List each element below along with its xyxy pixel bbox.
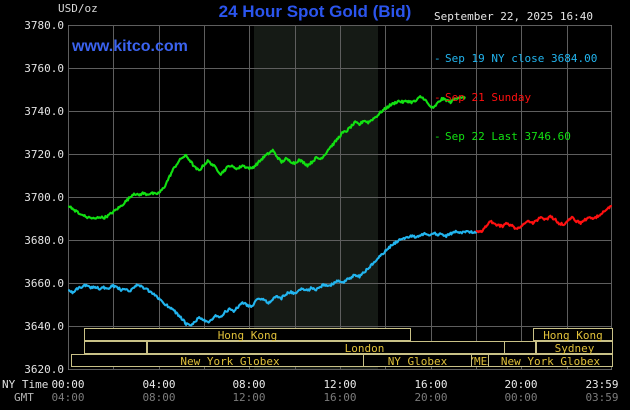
gridline-v <box>68 26 69 369</box>
y-axis-unit-label: USD/oz <box>58 2 98 15</box>
series-line-sep19 <box>68 229 478 327</box>
y-tick-label: 3620.0 <box>24 363 64 376</box>
session-bar-sydney: Sydney <box>536 341 613 355</box>
y-tick-label: 3680.0 <box>24 234 64 247</box>
series-line-sep22 <box>68 95 466 220</box>
x-tick-label-gmt: 08:00 <box>142 391 176 404</box>
legend-item-sep19: - Sep 19 NY close 3684.00 <box>434 52 597 65</box>
session-bar-new-york-globex-right: New York Globex <box>488 354 613 368</box>
gridline-h <box>69 197 611 198</box>
gridline-h <box>69 283 611 284</box>
gridline-h <box>69 369 611 370</box>
session-bar-london: London <box>147 341 582 355</box>
x-tick-label-gmt: 04:00 <box>51 391 85 404</box>
legend-marker-icon: - <box>434 52 441 65</box>
x-tick-label-ny: 00:00 <box>51 378 85 391</box>
y-tick-label: 3700.0 <box>24 191 64 204</box>
gridline-h <box>69 154 611 155</box>
session-label: New York Globex <box>180 355 280 368</box>
series-line-sep21 <box>475 205 612 234</box>
gridline-h <box>69 326 611 327</box>
session-label: Hong Kong <box>543 329 603 342</box>
legend-label: Sep 22 Last 3746.60 <box>445 130 571 143</box>
legend: - Sep 19 NY close 3684.00 - Sep 21 Sunday … <box>434 26 597 169</box>
session-bar-blank-left <box>84 341 147 354</box>
y-tick-label: 3780.0 <box>24 19 64 32</box>
x-tick-label-ny: 20:00 <box>504 378 538 391</box>
page-title: 24 Hour Spot Gold (Bid) <box>218 2 412 21</box>
kitco-watermark: www.kitco.com <box>72 38 188 55</box>
price-series-canvas <box>68 95 612 327</box>
session-bar-ny-globex: NY Globex <box>363 354 472 368</box>
y-tick-label: 3640.0 <box>24 320 64 333</box>
legend-marker-icon: - <box>434 91 441 104</box>
x-tick-label-ny: 12:00 <box>323 378 357 391</box>
x-tick-label-gmt: 00:00 <box>504 391 538 404</box>
session-label: New York Globex <box>500 355 601 368</box>
gridline-h <box>69 111 611 112</box>
session-bar-blank-right <box>504 341 536 354</box>
y-tick-label: 3720.0 <box>24 148 64 161</box>
x-tick-label-ny: 08:00 <box>232 378 266 391</box>
x-tick-label-ny: 04:00 <box>142 378 176 391</box>
legend-label: Sep 21 Sunday <box>445 91 532 104</box>
x-tick-label-ny: 16:00 <box>414 378 448 391</box>
y-tick-label: 3740.0 <box>24 105 64 118</box>
x-axis-row2-label: GMT <box>14 391 34 404</box>
session-label: Sydney <box>554 342 595 355</box>
x-tick-label-gmt: 03:59 <box>585 391 619 404</box>
y-tick-label: 3760.0 <box>24 62 64 75</box>
session-label: Hong Kong <box>217 329 278 342</box>
legend-item-sep21: - Sep 21 Sunday <box>434 91 597 104</box>
x-tick-label-gmt: 16:00 <box>323 391 357 404</box>
x-axis-row1-label: NY Time <box>2 378 49 391</box>
session-label: London <box>344 342 385 355</box>
session-bar-new-york-globex: New York Globex <box>71 354 389 368</box>
legend-item-sep22: - Sep 22 Last 3746.60 <box>434 130 597 143</box>
session-bar-hong-kong-right: Hong Kong <box>533 328 613 342</box>
gridline-h <box>69 25 611 26</box>
gridline-v <box>611 26 612 369</box>
legend-label: Sep 19 NY close 3684.00 <box>445 52 598 65</box>
gridline-h <box>69 240 611 241</box>
x-tick-label-gmt: 12:00 <box>232 391 266 404</box>
legend-marker-icon: - <box>434 130 441 143</box>
x-tick-label-gmt: 20:00 <box>414 391 448 404</box>
y-tick-label: 3660.0 <box>24 277 64 290</box>
session-label: NY Globex <box>387 355 448 368</box>
session-bar-hong-kong: Hong Kong <box>84 328 411 342</box>
timestamp: September 22, 2025 16:40 <box>434 10 593 23</box>
x-tick-label-ny: 23:59 <box>585 378 619 391</box>
gridline-h <box>69 68 611 69</box>
